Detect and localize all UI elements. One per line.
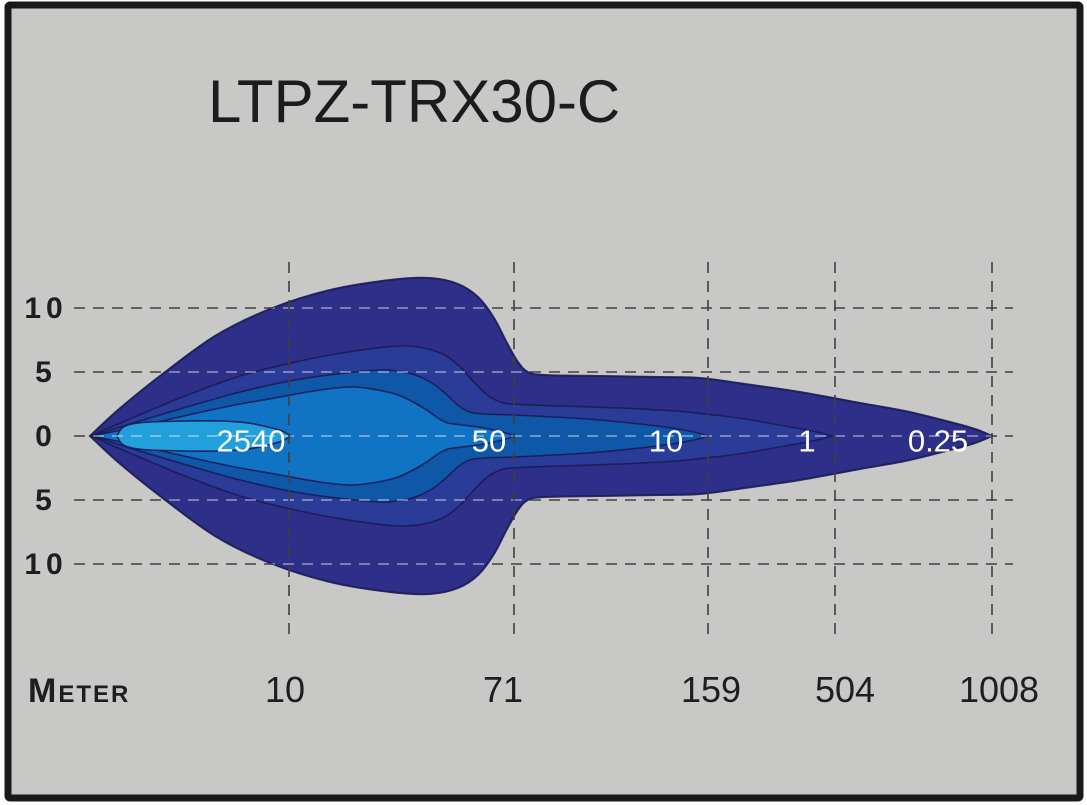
x-axis-unit-label: Meter: [28, 672, 130, 710]
contour-label-10: 10: [649, 424, 683, 459]
x-tick-label: 10: [265, 669, 305, 710]
gridlines-vertical-dark: [288, 262, 993, 640]
contour-level-labels: 0.25 1 10 50 2540: [217, 424, 969, 459]
x-axis-tick-labels: 10 71 159 504 1008: [265, 669, 1039, 710]
contour-label-1: 1: [798, 424, 815, 459]
chart-title: LTPZ-TRX30-C: [208, 68, 620, 135]
contour-label-0.25: 0.25: [908, 424, 968, 459]
y-axis-tick-labels: 10 5 0 5 10: [24, 292, 67, 581]
y-tick-label: 5: [35, 356, 57, 389]
y-tick-label: 0: [35, 420, 57, 453]
x-tick-label: 1008: [959, 669, 1039, 710]
x-tick-label: 159: [681, 669, 741, 710]
x-tick-label: 71: [483, 669, 523, 710]
y-tick-label: 10: [24, 292, 67, 325]
contour-label-50: 50: [472, 424, 506, 459]
y-tick-label: 10: [24, 548, 67, 581]
x-tick-label: 504: [815, 669, 875, 710]
y-tick-label: 5: [35, 484, 57, 517]
contour-label-2540: 2540: [217, 424, 286, 459]
